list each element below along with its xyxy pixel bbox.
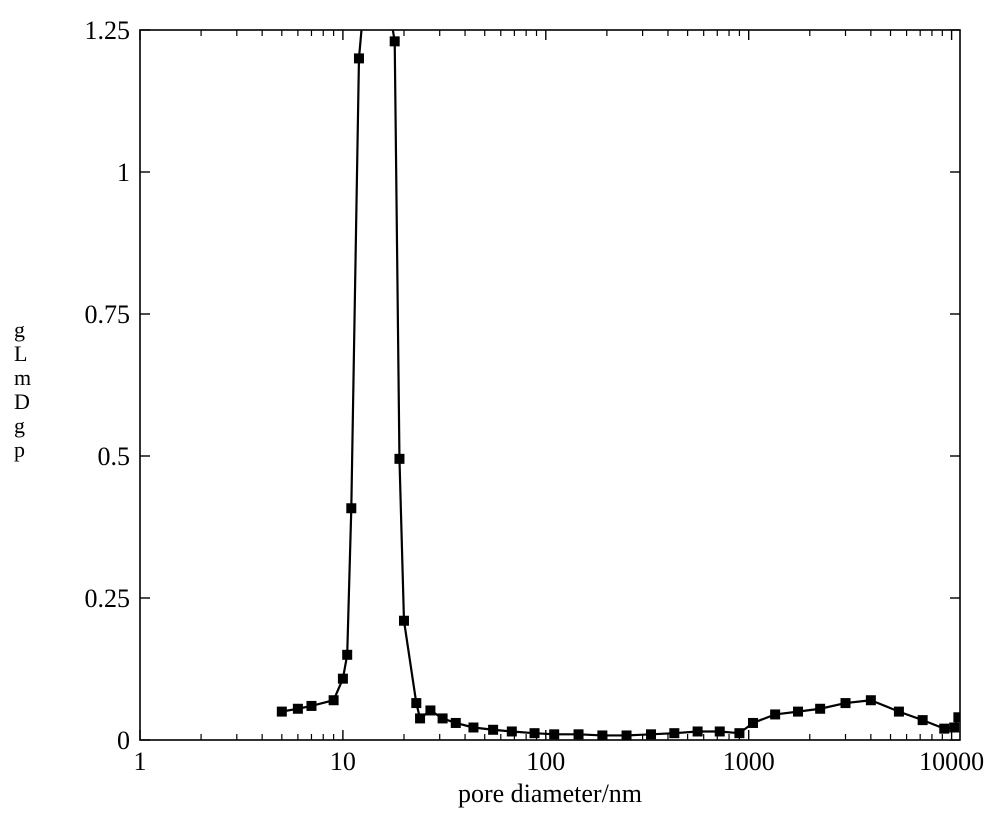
x-tick-label: 100 [526,747,565,776]
series-marker [598,731,607,740]
series-marker [574,730,583,739]
series-marker [918,716,927,725]
series-marker [622,731,631,740]
chart-background [0,0,987,824]
series-marker [647,730,656,739]
y-tick-label: 0 [117,726,130,755]
series-marker [416,714,425,723]
series-marker [426,706,435,715]
series-marker [841,699,850,708]
series-marker [338,674,347,683]
series-marker [469,723,478,732]
series-marker [894,707,903,716]
y-axis-label-char: m [14,367,31,389]
series-marker [530,729,539,738]
series-marker [771,710,780,719]
series-marker [489,725,498,734]
y-tick-label: 1.25 [85,16,131,45]
y-axis-label-char: p [14,439,25,461]
series-marker [438,714,447,723]
series-marker [399,616,408,625]
series-marker [347,504,356,513]
series-marker [329,696,338,705]
y-axis-label-char: D [14,391,30,413]
pore-diameter-chart: 1 10 100 1000 10000 0 0.25 0.5 0.75 1 1.25 pore dia… [0,0,987,824]
y-tick-label: 0.75 [85,300,131,329]
series-marker [354,54,363,63]
series-marker [816,704,825,713]
series-marker [395,454,404,463]
y-axis-label-char: L [14,343,27,365]
y-tick-label: 0.25 [85,584,131,613]
series-marker [794,707,803,716]
series-marker [277,707,286,716]
x-tick-label: 1000 [723,747,775,776]
series-marker [390,37,399,46]
y-tick-label: 1 [117,158,130,187]
x-tick-label: 10 [330,747,356,776]
series-marker [866,696,875,705]
x-axis-label: pore diameter/nm [458,779,642,808]
series-marker [693,727,702,736]
series-marker [307,701,316,710]
series-marker [940,724,949,733]
y-axis-label-char: g [14,415,25,437]
series-marker [412,699,421,708]
chart-container: 1 10 100 1000 10000 0 0.25 0.5 0.75 1 1.25 pore dia… [0,0,987,824]
series-marker [749,718,758,727]
series-marker [715,727,724,736]
series-marker [451,718,460,727]
y-axis-label-char: g [14,319,25,341]
series-marker [670,729,679,738]
series-marker [293,704,302,713]
series-marker [343,650,352,659]
series-marker [550,730,559,739]
y-tick-label: 0.5 [98,442,131,471]
x-tick-label: 1 [134,747,147,776]
x-tick-label: 10000 [919,747,984,776]
